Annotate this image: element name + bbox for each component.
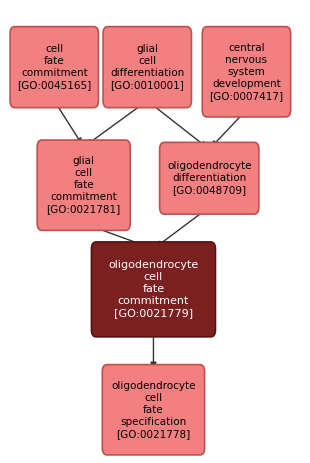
FancyBboxPatch shape (103, 27, 191, 108)
Text: cell
fate
commitment
[GO:0045165]: cell fate commitment [GO:0045165] (17, 44, 91, 90)
Text: glial
cell
differentiation
[GO:0010001]: glial cell differentiation [GO:0010001] (110, 44, 184, 90)
Text: oligodendrocyte
cell
fate
commitment
[GO:0021779]: oligodendrocyte cell fate commitment [GO… (108, 260, 199, 319)
Text: central
nervous
system
development
[GO:0007417]: central nervous system development [GO:0… (209, 43, 284, 101)
FancyBboxPatch shape (160, 143, 259, 214)
Text: glial
cell
fate
commitment
[GO:0021781]: glial cell fate commitment [GO:0021781] (46, 156, 121, 214)
Text: oligodendrocyte
differentiation
[GO:0048709]: oligodendrocyte differentiation [GO:0048… (167, 161, 251, 195)
FancyBboxPatch shape (91, 242, 215, 337)
FancyBboxPatch shape (37, 140, 130, 231)
FancyBboxPatch shape (202, 27, 291, 117)
Text: oligodendrocyte
cell
fate
specification
[GO:0021778]: oligodendrocyte cell fate specification … (111, 381, 196, 439)
FancyBboxPatch shape (102, 365, 205, 455)
FancyBboxPatch shape (10, 27, 99, 108)
